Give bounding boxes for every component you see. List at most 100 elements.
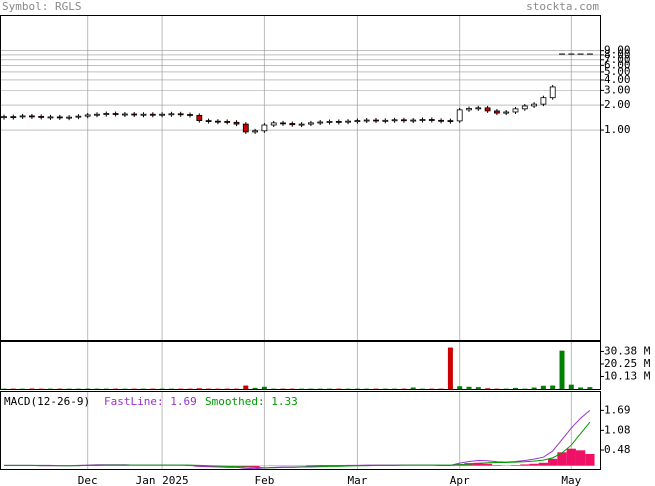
macd-histogram-bar [557, 452, 567, 466]
candle [122, 113, 128, 116]
macd-title: MACD(12-26-9) [4, 395, 90, 408]
volume-bar [252, 387, 258, 389]
volume-bar [457, 386, 463, 389]
x-tick-label: Mar [347, 474, 367, 486]
y-tick-label: 9.00 [604, 44, 631, 57]
y-tick-label: 20.25 M [604, 357, 651, 370]
candle [196, 115, 203, 122]
y-tick-label: 10.13 M [604, 369, 651, 382]
candle [75, 115, 82, 118]
volume-bar [550, 385, 556, 389]
candle [289, 123, 296, 126]
legend-entry: FastLine: 1.69 [104, 395, 197, 408]
candle [428, 119, 435, 121]
candle [159, 113, 166, 116]
legend-entry: Smoothed: 1.33 [205, 395, 298, 408]
macd-histogram-bar [482, 463, 493, 466]
candle [503, 111, 510, 114]
candle [373, 119, 379, 122]
macd-line [4, 421, 591, 469]
macd-histogram-bar [250, 465, 260, 468]
macd-histogram-bar [575, 450, 586, 466]
candle [224, 121, 231, 123]
candle [410, 119, 417, 122]
candle [168, 113, 175, 116]
candle [531, 103, 537, 107]
candle [84, 114, 91, 117]
y-tick-label: 2.00 [604, 98, 631, 111]
candle [270, 122, 277, 126]
volume-bar [559, 350, 565, 389]
candle [484, 107, 491, 112]
candle [391, 119, 398, 122]
candle [47, 116, 54, 119]
candle [177, 113, 184, 116]
macd-histogram-bar [566, 448, 576, 466]
macd-histogram-bar [241, 465, 251, 468]
volume-bar [531, 387, 537, 389]
candle [38, 116, 45, 118]
symbol-label: Symbol: RGLS [2, 0, 81, 13]
volume-panel [0, 341, 601, 390]
candle [540, 97, 547, 105]
y-tick-label: 1.00 [604, 123, 631, 136]
candle [66, 116, 72, 119]
y-tick-label: 3.00 [604, 83, 631, 96]
candle [10, 116, 17, 119]
candle [94, 113, 100, 116]
candle [261, 124, 268, 132]
x-tick-label: Apr [450, 474, 470, 486]
volume-bar [466, 386, 472, 389]
candle [149, 113, 156, 116]
volume-bar [568, 384, 574, 389]
candle [447, 120, 454, 123]
candle [103, 113, 110, 115]
macd-histogram-bar [473, 462, 483, 466]
candle [456, 109, 463, 122]
macd-histogram-bar [492, 465, 502, 466]
macd-histogram-bar [520, 464, 530, 466]
candle [466, 108, 472, 111]
macd-histogram-bar [548, 458, 558, 466]
x-tick-label: Jan 2025 [136, 474, 189, 486]
candle [205, 120, 212, 123]
x-tick-label: May [561, 474, 581, 486]
macd-histogram-bar [306, 465, 316, 466]
candle [354, 120, 361, 123]
y-tick-label: 7.00 [604, 53, 631, 66]
volume-bar [410, 387, 416, 389]
volume-bar [243, 385, 249, 389]
plot-layer: Dec Jan 2025 Feb Mar Apr May 1.00 2.00 3.004.005… [1, 16, 651, 486]
candle [521, 105, 528, 110]
candle [131, 113, 138, 116]
volume-bar [447, 347, 453, 389]
macd-histogram-bar [510, 465, 521, 466]
candle [19, 115, 26, 118]
candle [345, 120, 352, 123]
y-tick-label: 8.00 [604, 48, 631, 61]
candle [363, 119, 370, 122]
volume-bar [587, 387, 593, 389]
candle [335, 121, 342, 123]
volume-bar [513, 387, 518, 389]
x-tick-label: Feb [254, 474, 274, 486]
volume-bar [196, 388, 202, 389]
candle [187, 114, 193, 116]
candle [493, 110, 500, 114]
candle [280, 122, 286, 125]
y-tick-label: 0.48 [604, 443, 631, 456]
macd-histogram-bar [538, 462, 549, 466]
macd-histogram-bar [315, 465, 325, 466]
candle [512, 108, 519, 113]
candle [252, 130, 259, 133]
volume-bar [578, 387, 584, 389]
candle [400, 119, 407, 122]
volume-bar [261, 386, 267, 389]
candle [382, 119, 389, 122]
candle [56, 116, 63, 119]
candle [438, 119, 445, 122]
candle [140, 113, 147, 116]
candle [233, 121, 240, 125]
candle [112, 113, 119, 115]
